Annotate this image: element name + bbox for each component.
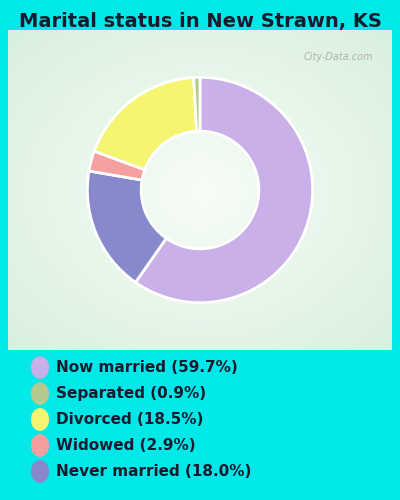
Wedge shape (89, 151, 145, 180)
Text: Marital status in New Strawn, KS: Marital status in New Strawn, KS (18, 12, 382, 32)
Text: Now married (59.7%): Now married (59.7%) (56, 360, 238, 375)
Text: Never married (18.0%): Never married (18.0%) (56, 464, 251, 479)
Text: Separated (0.9%): Separated (0.9%) (56, 386, 206, 401)
Wedge shape (136, 78, 313, 302)
Wedge shape (94, 78, 197, 170)
Text: Widowed (2.9%): Widowed (2.9%) (56, 438, 196, 453)
Text: Divorced (18.5%): Divorced (18.5%) (56, 412, 203, 427)
Text: City-Data.com: City-Data.com (303, 52, 373, 62)
Wedge shape (87, 171, 166, 282)
Wedge shape (194, 78, 200, 131)
